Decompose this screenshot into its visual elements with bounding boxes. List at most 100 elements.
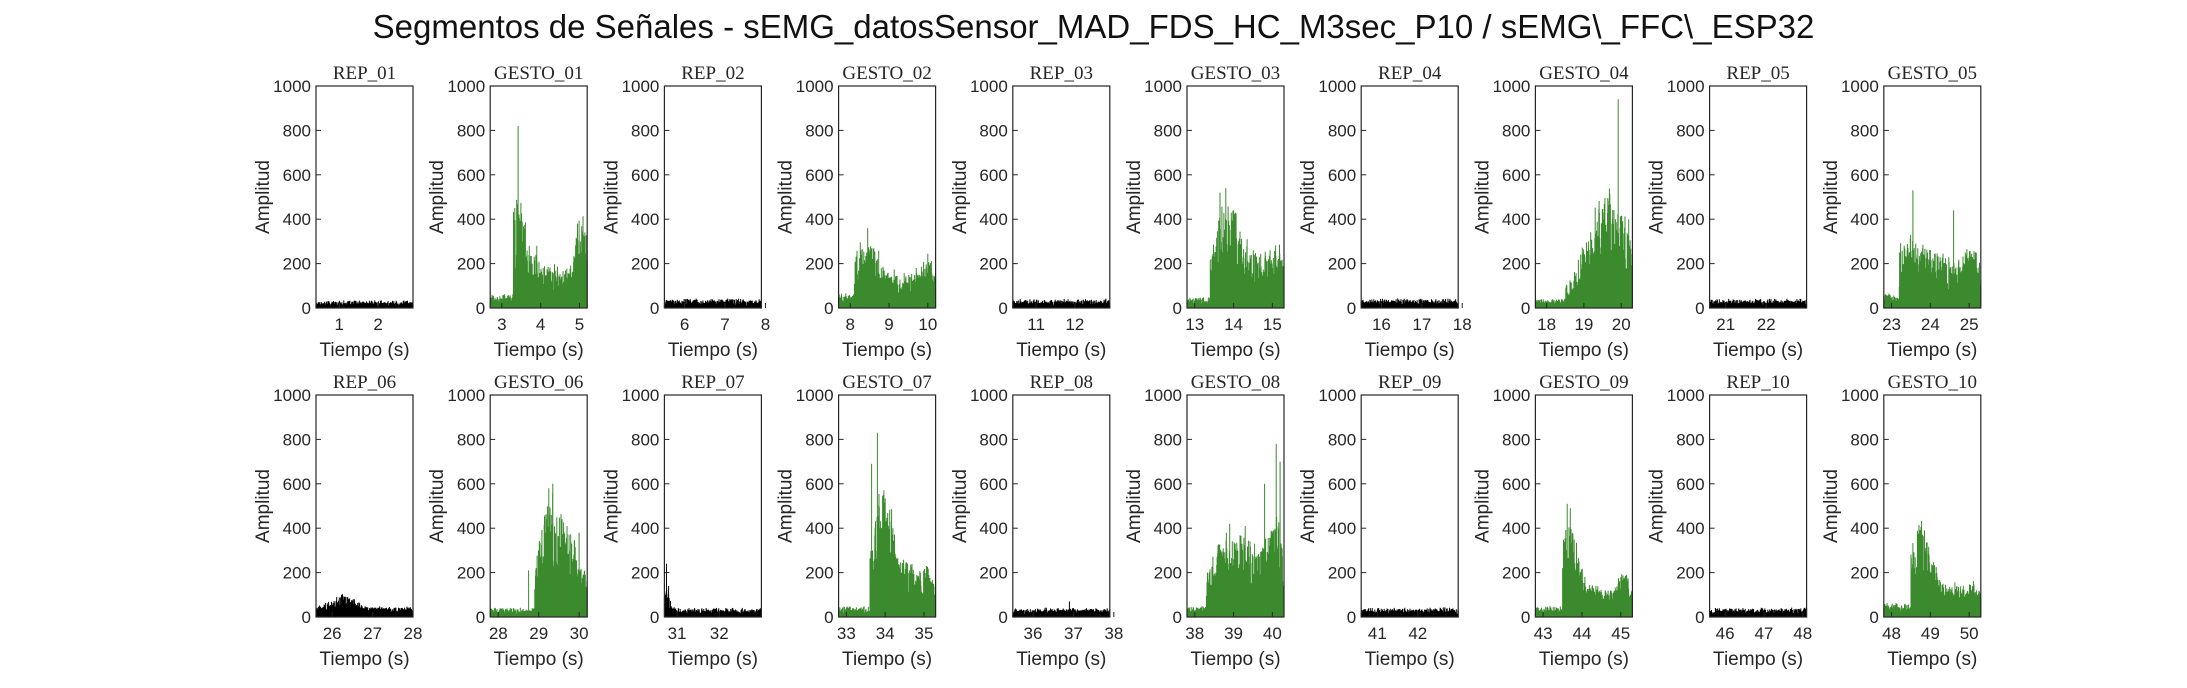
subplot-title: GESTO_01 <box>494 63 583 84</box>
x-tick-label: 13 <box>1185 315 1204 334</box>
y-tick-label: 200 <box>1328 564 1356 583</box>
y-tick-label: 200 <box>979 255 1007 274</box>
y-tick-label: 600 <box>1154 475 1182 494</box>
axes-box <box>1186 85 1285 309</box>
axes-box <box>1534 394 1634 618</box>
y-tick-label: 400 <box>1676 519 1704 538</box>
y-tick-label: 800 <box>805 121 833 140</box>
y-tick-label: 400 <box>1328 210 1356 229</box>
x-axis-label: Tiempo (s) <box>1539 649 1629 670</box>
axes-box <box>663 85 763 309</box>
x-tick-label: 19 <box>1574 315 1593 334</box>
y-tick-label: 400 <box>1502 210 1530 229</box>
x-tick-label: 32 <box>710 624 729 643</box>
y-tick-label: 800 <box>1850 430 1878 449</box>
x-axis-label: Tiempo (s) <box>319 340 409 361</box>
y-tick-label: 600 <box>283 475 311 494</box>
x-tick-label: 20 <box>1612 315 1631 334</box>
signal-trace <box>1883 190 1982 308</box>
x-axis-label: Tiempo (s) <box>1365 340 1455 361</box>
y-tick-label: 200 <box>1154 255 1182 274</box>
signal-trace <box>1883 521 1982 617</box>
y-axis-label: Amplitud <box>1821 469 1842 543</box>
x-tick-label: 8 <box>846 315 855 334</box>
x-tick-label: 46 <box>1716 624 1735 643</box>
x-tick-label: 22 <box>1757 315 1776 334</box>
y-tick-label: 200 <box>805 255 833 274</box>
y-tick-label: 600 <box>979 166 1007 185</box>
y-tick-label: 400 <box>979 519 1007 538</box>
y-axis-label: Amplitud <box>776 160 797 234</box>
y-tick-label: 400 <box>805 210 833 229</box>
axes-box <box>1883 394 1982 618</box>
x-tick-label: 7 <box>720 315 729 334</box>
y-axis-label: Amplitud <box>1124 160 1145 234</box>
x-tick-label: 49 <box>1921 624 1940 643</box>
signal-trace <box>315 594 414 617</box>
axes-box <box>1708 394 1808 618</box>
y-tick-label: 400 <box>457 519 485 538</box>
y-tick-label: 200 <box>805 564 833 583</box>
y-tick-label: 0 <box>824 299 833 318</box>
y-tick-label: 600 <box>457 475 485 494</box>
y-tick-label: 0 <box>302 299 311 318</box>
y-tick-label: 1000 <box>1144 386 1182 405</box>
x-tick-label: 10 <box>918 315 937 334</box>
y-axis-label: Amplitud <box>1298 160 1319 234</box>
y-tick-label: 400 <box>631 519 659 538</box>
x-tick-label: 24 <box>1921 315 1940 334</box>
signal-trace <box>1360 607 1459 617</box>
x-axis-label: Tiempo (s) <box>1016 340 1106 361</box>
x-tick-label: 39 <box>1224 624 1243 643</box>
y-axis-label: Amplitud <box>1647 160 1668 234</box>
y-tick-label: 400 <box>1850 519 1878 538</box>
y-tick-label: 600 <box>631 475 659 494</box>
y-tick-label: 800 <box>1154 121 1182 140</box>
subplot-rep-09: 0 200 400 600 800 1000 41 42 REP_09 Tiempo (s) Amp… <box>1298 372 1459 670</box>
x-axis-label: Tiempo (s) <box>668 340 758 361</box>
y-tick-label: 600 <box>1502 166 1530 185</box>
subplot-title: GESTO_04 <box>1539 63 1629 84</box>
x-tick-label: 14 <box>1224 315 1243 334</box>
subplot-gesto-07: 0 200 400 600 800 1000 33 34 35 GESTO_07 Tiempo (s… <box>776 372 937 670</box>
y-tick-label: 200 <box>283 564 311 583</box>
y-tick-label: 1000 <box>1841 77 1879 96</box>
axes-box <box>1012 394 1111 618</box>
y-tick-label: 600 <box>283 166 311 185</box>
subplot-title: GESTO_10 <box>1888 372 1977 393</box>
y-tick-label: 800 <box>1154 430 1182 449</box>
signal-trace <box>1012 298 1111 308</box>
y-tick-label: 0 <box>1869 608 1878 627</box>
y-tick-label: 800 <box>805 430 833 449</box>
y-tick-label: 600 <box>1850 166 1878 185</box>
x-tick-label: 30 <box>570 624 589 643</box>
subplot-title: REP_03 <box>1030 63 1093 84</box>
subplot-rep-08: 0 200 400 600 800 1000 36 37 38 REP_08 Tiempo (s) A… <box>950 372 1124 670</box>
signal-trace <box>1360 298 1459 308</box>
subplot-title: GESTO_09 <box>1539 372 1628 393</box>
y-tick-label: 600 <box>1676 166 1704 185</box>
subplot-title: GESTO_02 <box>842 63 931 84</box>
subplot-rep-06: 0 200 400 600 800 1000 26 27 28 REP_06 Tiempo (s) A… <box>253 372 422 670</box>
signal-trace <box>1186 443 1285 617</box>
y-tick-label: 200 <box>979 564 1007 583</box>
y-tick-label: 200 <box>1676 255 1704 274</box>
y-axis-label: Amplitud <box>1472 160 1493 234</box>
subplot-title: REP_04 <box>1378 63 1442 84</box>
y-tick-label: 1000 <box>1318 77 1356 96</box>
axes-box <box>489 85 588 309</box>
y-tick-label: 200 <box>283 255 311 274</box>
signal-trace <box>489 126 588 308</box>
figure-title: Segmentos de Señales - sEMG_datosSensor_… <box>372 8 1815 45</box>
y-tick-label: 600 <box>805 475 833 494</box>
x-tick-label: 23 <box>1882 315 1901 334</box>
y-tick-label: 600 <box>1154 166 1182 185</box>
axes-box <box>837 85 937 309</box>
y-tick-label: 200 <box>1502 564 1530 583</box>
subplot-rep-07: 0 200 400 600 800 1000 31 32 REP_07 Tiempo (s) Amp… <box>601 372 763 670</box>
y-axis-label: Amplitud <box>1298 469 1319 543</box>
y-tick-label: 200 <box>1676 564 1704 583</box>
y-tick-label: 1000 <box>1493 386 1531 405</box>
y-tick-label: 600 <box>1502 475 1530 494</box>
